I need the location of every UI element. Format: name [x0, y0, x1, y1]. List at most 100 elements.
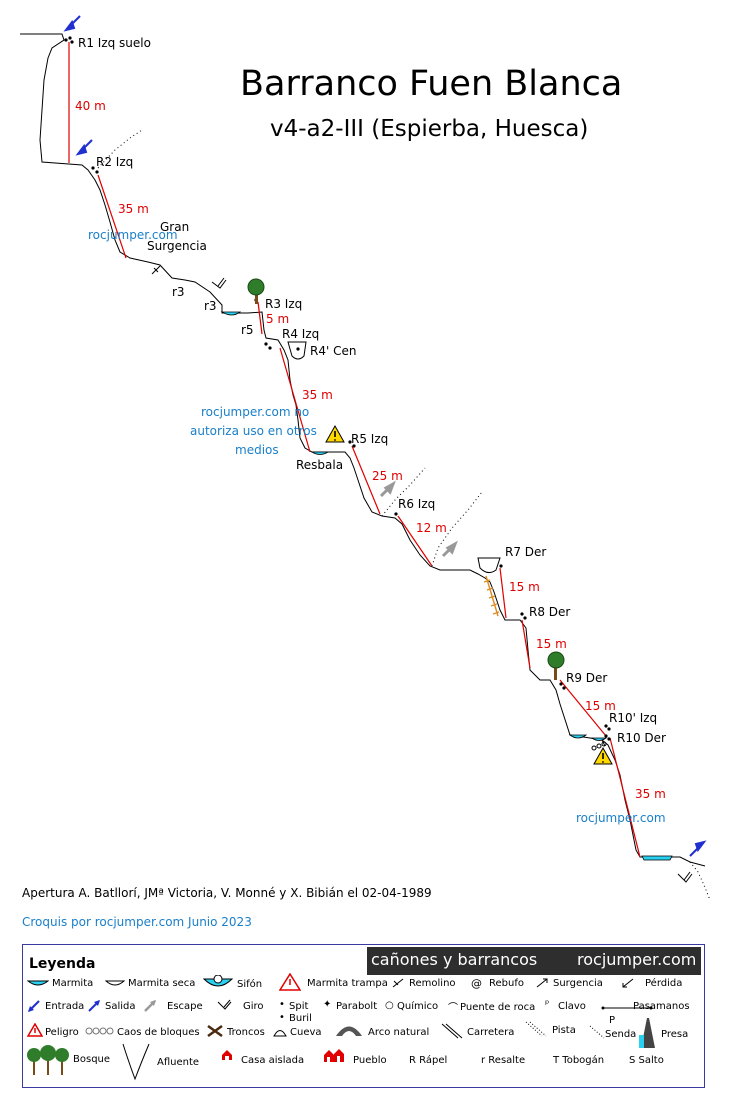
backwash-icon: @: [471, 977, 482, 990]
legend-marmita-trampa: Marmita trampa: [307, 978, 388, 989]
legend-clavo: Clavo: [558, 1001, 586, 1012]
logs-icon: [207, 1025, 223, 1037]
distance-r8: 15 m: [536, 637, 567, 651]
legend-pueblo: Pueblo: [353, 1055, 387, 1066]
legend-caos: Caos de bloques: [117, 1027, 200, 1038]
chemical-icon: ○: [385, 1000, 394, 1011]
village-icon: [324, 1049, 344, 1062]
escape-arrow-icon-1: [379, 480, 396, 498]
entry-icon: [28, 1000, 40, 1012]
tree-icon-r9: [547, 651, 565, 680]
parabolt-icon: ✦: [323, 999, 332, 1010]
legend-troncos: Troncos: [227, 1027, 265, 1038]
legend-casa: Casa aislada: [241, 1055, 305, 1066]
dry-pothole-icon: [105, 980, 125, 986]
legend-quimico: Químico: [397, 1001, 439, 1012]
station-r2-label: R2 Izq: [96, 155, 134, 169]
station-r5-label: R5 Izq: [351, 432, 389, 446]
station-r10b-label: R10' Izq: [609, 711, 658, 725]
banner-text-right: rocjumper.com: [577, 950, 697, 969]
trail-dotted-4: [689, 861, 711, 901]
loss-icon-r3: [151, 265, 161, 275]
distance-r1: 40 m: [75, 99, 106, 113]
legend-rapel: R Rápel: [409, 1055, 448, 1066]
turn-icon: [217, 999, 232, 1010]
entry-arrow-icon-1: [63, 15, 81, 32]
legend-pista: Pista: [552, 1025, 576, 1036]
turn-icon-1: [211, 277, 227, 289]
legend-senda: Senda: [605, 1029, 637, 1040]
house-icon: [222, 1050, 232, 1060]
legend-arco: Arco natural: [368, 1027, 430, 1038]
anchor-dots: [64, 36, 611, 741]
rock-bridge-r7: [477, 557, 501, 574]
siphon-icon: [203, 975, 233, 987]
legend-perdida: Pérdida: [645, 978, 683, 989]
legend-salto: S Salto: [629, 1055, 664, 1066]
station-r1-label: R1 Izq suelo: [78, 36, 151, 50]
legend-bosque: Bosque: [73, 1054, 111, 1065]
road-icon: [441, 1023, 463, 1039]
distance-r9: 15 m: [585, 699, 616, 713]
feature-surgencia: Surgencia: [147, 239, 207, 253]
feature-r3-b: r3: [204, 299, 217, 313]
escape-arrow-icon-2: [441, 540, 458, 558]
watermark-3: rocjumper.com: [576, 811, 666, 825]
feature-gran: Gran: [160, 220, 190, 234]
legend-pasamanos-p: P: [609, 1015, 616, 1026]
exit-wall-line: [601, 739, 606, 747]
forest-icon: [27, 1045, 69, 1075]
station-r3-label: R3 Izq: [265, 297, 303, 311]
rappel-lines: [68, 42, 641, 858]
legend-salida: Salida: [105, 1001, 136, 1012]
danger-icon: [27, 1023, 43, 1037]
pool-resbala: [310, 451, 330, 455]
legend-peligro: Peligro: [45, 1027, 79, 1038]
rock-bridge-r4c: [287, 341, 307, 360]
pothole-icon: [27, 980, 49, 986]
legend-puente: Puente de roca: [460, 1002, 536, 1013]
legend-escape: Escape: [167, 1001, 203, 1012]
station-r10-label: R10 Der: [617, 731, 666, 745]
pool-exit: [641, 855, 673, 861]
exit-icon: [88, 1000, 100, 1012]
turn-icon-2: [677, 871, 693, 883]
whirlpool-icon: [392, 978, 404, 988]
distance-r4: 35 m: [302, 388, 333, 402]
station-r6-label: R6 Izq: [398, 497, 436, 511]
legend-marmita-seca: Marmita seca: [128, 978, 196, 989]
legend-presa: Presa: [661, 1029, 689, 1040]
legend-entrada: Entrada: [45, 1001, 85, 1012]
block-chaos-icon: [591, 741, 607, 751]
station-r4c-label: R4' Cen: [310, 344, 357, 358]
legend-afluente: Afluente: [157, 1057, 200, 1068]
page-subtitle: v4-a2-III (Espierba, Huesca): [270, 116, 589, 142]
watermark-2b: autoriza uso en otros: [190, 424, 317, 438]
peg-icon: ᵖ: [545, 999, 550, 1010]
warning-icon-r5: [325, 424, 345, 443]
legend-rebufo: Rebufo: [489, 978, 524, 989]
feature-resbala: Resbala: [296, 458, 344, 472]
tree-icon-r3: [247, 278, 265, 304]
buril-dot-icon: •: [279, 1012, 285, 1023]
canyon-topo-diagram: [20, 15, 711, 901]
pool-r10b: [590, 737, 608, 741]
legend-surgencia: Surgencia: [553, 978, 603, 989]
dam-icon: [639, 1018, 655, 1048]
canyon-profile-line: [20, 33, 706, 867]
warning-icon-r10: [593, 746, 613, 765]
distance-r3: 5 m: [266, 312, 290, 326]
watermark-2c: medios: [235, 443, 279, 457]
pool-r10a: [568, 734, 588, 739]
legend-buril: Buril: [289, 1013, 312, 1024]
path-icon: [589, 1025, 605, 1039]
feature-r3-a: r3: [172, 285, 185, 299]
legend-marmita: Marmita: [52, 978, 94, 989]
station-r9-label: R9 Der: [566, 671, 608, 685]
escape-icon: [144, 1000, 156, 1012]
croquis-text: Croquis por rocjumper.com Junio 2023: [22, 915, 252, 929]
banner-text-left: cañones y barrancos: [371, 950, 538, 969]
track-icon: [525, 1021, 547, 1037]
feature-r5: r5: [241, 323, 254, 337]
legend-tobogan: T Tobogán: [553, 1055, 605, 1066]
